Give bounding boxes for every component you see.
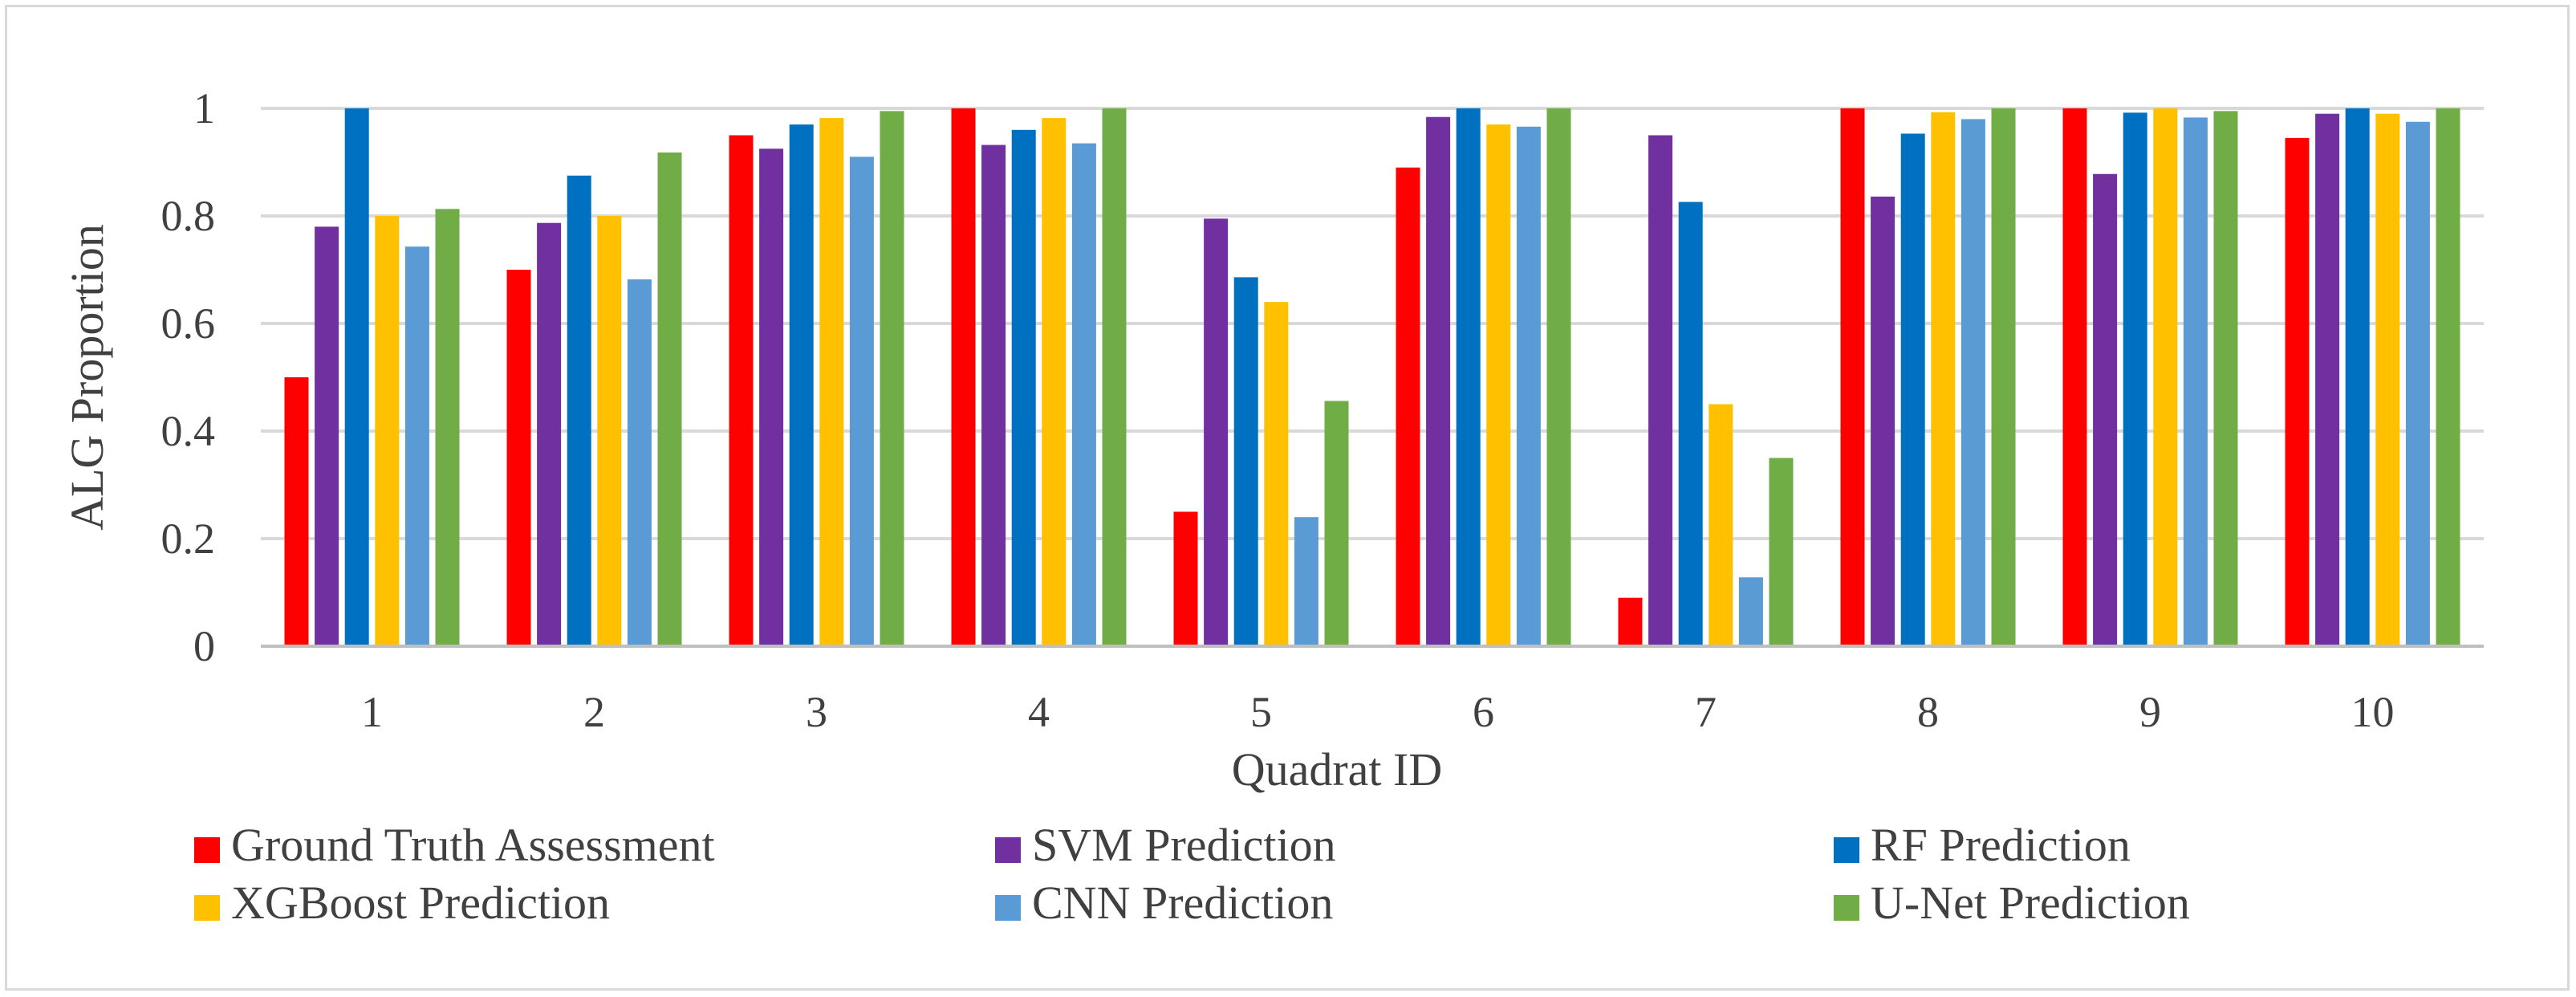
bar-cnn-prediction-q8 (1960, 119, 1985, 646)
bar-rf-prediction-q2 (567, 175, 591, 646)
bar-u-net-prediction-q2 (657, 152, 682, 646)
bar-u-net-prediction-q4 (1102, 108, 1127, 646)
bar-xgboost-prediction-q6 (1486, 124, 1511, 647)
x-tick-label: 5 (1250, 688, 1272, 736)
bar-cnn-prediction-q6 (1516, 126, 1541, 646)
bar-cnn-prediction-q4 (1071, 143, 1096, 647)
bar-svm-prediction-q1 (315, 226, 339, 646)
bar-svm-prediction-q6 (1426, 116, 1451, 647)
legend-label-svm-prediction: SVM Prediction (1032, 819, 1336, 871)
legend-swatch-svm-prediction (995, 837, 1021, 863)
bar-cnn-prediction-q3 (849, 157, 874, 647)
bar-rf-prediction-q7 (1678, 201, 1703, 646)
gridlines (261, 107, 2484, 540)
bar-u-net-prediction-q9 (2213, 111, 2238, 647)
y-axis-title: ALG Proportion (61, 224, 113, 531)
bar-xgboost-prediction-q2 (597, 216, 622, 646)
bar-u-net-prediction-q3 (880, 111, 904, 647)
bar-svm-prediction-q3 (759, 149, 784, 646)
bar-svm-prediction-q4 (981, 144, 1006, 646)
legend-swatch-ground-truth-assessment (194, 837, 220, 863)
bar-u-net-prediction-q10 (2436, 108, 2460, 646)
x-tick-label: 8 (1917, 688, 1939, 736)
bar-xgboost-prediction-q10 (2375, 113, 2400, 646)
bar-ground-truth-assessment-q10 (2285, 137, 2310, 647)
legend-label-rf-prediction: RF Prediction (1871, 819, 2131, 871)
bar-rf-prediction-q9 (2123, 112, 2147, 647)
y-tick-label: 0.4 (161, 407, 216, 455)
x-tick-label: 10 (2351, 688, 2395, 736)
bar-ground-truth-assessment-q4 (951, 108, 976, 646)
x-tick-label: 2 (583, 688, 605, 736)
x-axis-title: Quadrat ID (1232, 743, 1443, 796)
bar-rf-prediction-q4 (1011, 129, 1036, 647)
y-tick-label: 0.6 (161, 299, 216, 348)
legend-swatch-cnn-prediction (995, 895, 1021, 921)
bar-u-net-prediction-q7 (1769, 458, 1794, 646)
x-tick-label: 6 (1473, 688, 1494, 736)
x-tick-label: 4 (1028, 688, 1050, 736)
bar-ground-truth-assessment-q6 (1396, 167, 1420, 646)
x-tick-label: 7 (1695, 688, 1717, 736)
bar-rf-prediction-q10 (2345, 108, 2370, 646)
bar-cnn-prediction-q9 (2183, 117, 2208, 646)
bar-rf-prediction-q1 (344, 108, 369, 646)
bar-svm-prediction-q10 (2315, 113, 2340, 646)
bar-ground-truth-assessment-q3 (729, 135, 754, 646)
bar-xgboost-prediction-q5 (1264, 302, 1289, 646)
y-tick-labels: 0 0.2 0.4 0.6 0.8 1 (161, 84, 216, 670)
x-tick-labels: 1 2 3 4 5 6 7 8 9 10 (361, 688, 2395, 736)
legend-label-u-net-prediction: U-Net Prediction (1871, 877, 2190, 929)
bar-cnn-prediction-q5 (1294, 517, 1318, 646)
bar-ground-truth-assessment-q9 (2062, 108, 2087, 646)
bar-xgboost-prediction-q1 (375, 216, 400, 646)
bar-u-net-prediction-q1 (435, 209, 460, 646)
bar-xgboost-prediction-q7 (1709, 404, 1733, 646)
bar-u-net-prediction-q8 (1991, 108, 2016, 646)
y-tick-label: 0.2 (161, 515, 216, 563)
bar-xgboost-prediction-q8 (1931, 112, 1956, 646)
bar-cnn-prediction-q7 (1738, 577, 1763, 646)
legend-label-cnn-prediction: CNN Prediction (1032, 877, 1333, 929)
bar-ground-truth-assessment-q1 (284, 377, 309, 646)
x-tick-label: 3 (806, 688, 827, 736)
x-tick-label: 9 (2139, 688, 2161, 736)
y-tick-label: 0 (193, 622, 215, 670)
bar-u-net-prediction-q5 (1324, 401, 1349, 646)
legend: Ground Truth Assessment SVM Prediction RF … (194, 819, 2190, 929)
bar-ground-truth-assessment-q2 (506, 270, 531, 646)
bar-ground-truth-assessment-q8 (1840, 108, 1865, 646)
bar-svm-prediction-q2 (537, 222, 562, 647)
bar-xgboost-prediction-q9 (2153, 108, 2178, 646)
bar-svm-prediction-q9 (2093, 173, 2118, 647)
y-tick-label: 0.8 (161, 192, 216, 240)
bar-svm-prediction-q8 (1871, 196, 1895, 646)
bar-ground-truth-assessment-q5 (1173, 511, 1198, 646)
legend-swatch-u-net-prediction (1834, 895, 1859, 921)
bars (284, 108, 2460, 647)
bar-rf-prediction-q3 (789, 124, 814, 647)
bar-svm-prediction-q7 (1648, 135, 1673, 646)
bar-cnn-prediction-q1 (404, 246, 429, 646)
legend-swatch-xgboost-prediction (194, 895, 220, 921)
bar-ground-truth-assessment-q7 (1618, 597, 1643, 646)
legend-label-ground-truth-assessment: Ground Truth Assessment (231, 819, 715, 871)
bar-xgboost-prediction-q3 (819, 118, 844, 646)
bar-cnn-prediction-q2 (627, 279, 652, 646)
legend-label-xgboost-prediction: XGBoost Prediction (231, 877, 610, 929)
bar-cnn-prediction-q10 (2405, 121, 2430, 646)
bar-rf-prediction-q8 (1900, 133, 1925, 647)
legend-swatch-rf-prediction (1834, 837, 1859, 863)
bar-u-net-prediction-q6 (1546, 108, 1571, 646)
y-tick-label: 1 (193, 84, 215, 132)
bar-svm-prediction-q5 (1204, 218, 1229, 647)
bar-xgboost-prediction-q4 (1042, 118, 1067, 646)
bar-rf-prediction-q6 (1456, 108, 1481, 646)
x-tick-label: 1 (361, 688, 383, 736)
bar-rf-prediction-q5 (1233, 277, 1258, 646)
